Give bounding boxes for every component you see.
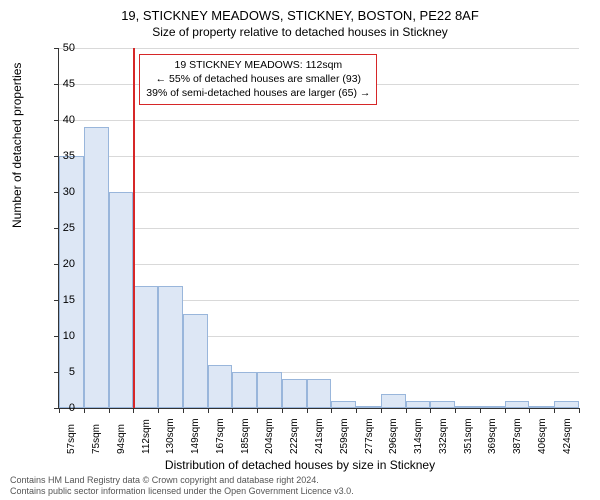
annotation-box: 19 STICKNEY MEADOWS: 112sqm← 55% of deta… — [139, 54, 377, 105]
y-axis-label: Number of detached properties — [10, 63, 24, 228]
chart-container: 19, STICKNEY MEADOWS, STICKNEY, BOSTON, … — [0, 0, 600, 500]
xtick-label: 296sqm — [388, 418, 399, 454]
xtick-mark — [554, 408, 555, 413]
histogram-bar — [529, 406, 554, 408]
footer-line1: Contains HM Land Registry data © Crown c… — [10, 475, 354, 486]
xtick-mark — [406, 408, 407, 413]
xtick-label: 424sqm — [562, 418, 573, 454]
grid-line — [59, 48, 579, 49]
xtick-mark — [84, 408, 85, 413]
annotation-line: 19 STICKNEY MEADOWS: 112sqm — [146, 58, 370, 72]
xtick-label: 185sqm — [240, 418, 251, 454]
property-marker-line — [133, 48, 135, 408]
xtick-mark — [282, 408, 283, 413]
xtick-mark — [183, 408, 184, 413]
xtick-mark — [307, 408, 308, 413]
ytick-label: 45 — [45, 78, 75, 90]
xtick-mark — [109, 408, 110, 413]
ytick-label: 15 — [45, 294, 75, 306]
annotation-line: ← 55% of detached houses are smaller (93… — [146, 72, 370, 86]
ytick-label: 25 — [45, 222, 75, 234]
histogram-bar — [84, 127, 109, 408]
xtick-label: 130sqm — [165, 418, 176, 454]
xtick-label: 94sqm — [116, 424, 127, 454]
xtick-mark — [356, 408, 357, 413]
histogram-bar — [158, 286, 183, 408]
ytick-label: 35 — [45, 150, 75, 162]
xtick-label: 112sqm — [141, 419, 152, 454]
xtick-label: 204sqm — [264, 418, 275, 454]
xtick-mark — [455, 408, 456, 413]
xtick-label: 259sqm — [339, 418, 350, 454]
xtick-label: 351sqm — [463, 418, 474, 454]
xtick-mark — [480, 408, 481, 413]
xtick-label: 222sqm — [289, 418, 300, 454]
histogram-bar — [331, 401, 356, 408]
xtick-mark — [381, 408, 382, 413]
histogram-bar — [208, 365, 233, 408]
histogram-bar — [480, 406, 505, 408]
grid-line — [59, 264, 579, 265]
plot-area: 19 STICKNEY MEADOWS: 112sqm← 55% of deta… — [58, 48, 579, 409]
histogram-bar — [554, 401, 579, 408]
histogram-bar — [381, 394, 406, 408]
histogram-bar — [109, 192, 134, 408]
grid-line — [59, 192, 579, 193]
xtick-label: 369sqm — [487, 418, 498, 454]
xtick-mark — [529, 408, 530, 413]
histogram-bar — [282, 379, 307, 408]
chart-title-main: 19, STICKNEY MEADOWS, STICKNEY, BOSTON, … — [0, 8, 600, 23]
xtick-label: 241sqm — [314, 418, 325, 454]
xtick-mark — [232, 408, 233, 413]
xtick-mark — [331, 408, 332, 413]
ytick-label: 50 — [45, 42, 75, 54]
xtick-label: 75sqm — [91, 424, 102, 454]
histogram-bar — [430, 401, 455, 408]
xtick-mark — [430, 408, 431, 413]
xtick-mark — [158, 408, 159, 413]
histogram-bar — [257, 372, 282, 408]
histogram-bar — [505, 401, 530, 408]
ytick-label: 30 — [45, 186, 75, 198]
grid-line — [59, 120, 579, 121]
histogram-bar — [183, 314, 208, 408]
grid-line — [59, 228, 579, 229]
xtick-mark — [505, 408, 506, 413]
histogram-bar — [406, 401, 431, 408]
chart-title-sub: Size of property relative to detached ho… — [0, 25, 600, 39]
xtick-label: 314sqm — [413, 418, 424, 454]
ytick-label: 0 — [45, 402, 75, 414]
ytick-label: 5 — [45, 366, 75, 378]
xtick-label: 332sqm — [438, 418, 449, 454]
footer-line2: Contains public sector information licen… — [10, 486, 354, 497]
xtick-mark — [579, 408, 580, 413]
histogram-bar — [356, 406, 381, 408]
ytick-label: 20 — [45, 258, 75, 270]
xtick-label: 57sqm — [66, 424, 77, 454]
annotation-line: 39% of semi-detached houses are larger (… — [146, 86, 370, 100]
xtick-label: 277sqm — [364, 418, 375, 454]
xtick-mark — [133, 408, 134, 413]
x-axis-label: Distribution of detached houses by size … — [0, 458, 600, 472]
xtick-mark — [257, 408, 258, 413]
xtick-label: 387sqm — [512, 418, 523, 454]
footer-attribution: Contains HM Land Registry data © Crown c… — [10, 475, 354, 498]
xtick-label: 406sqm — [537, 418, 548, 454]
xtick-mark — [208, 408, 209, 413]
histogram-bar — [133, 286, 158, 408]
xtick-label: 167sqm — [215, 418, 226, 454]
ytick-label: 10 — [45, 330, 75, 342]
histogram-bar — [455, 406, 480, 408]
ytick-label: 40 — [45, 114, 75, 126]
histogram-bar — [307, 379, 332, 408]
grid-line — [59, 156, 579, 157]
xtick-label: 149sqm — [190, 418, 201, 454]
histogram-bar — [232, 372, 257, 408]
